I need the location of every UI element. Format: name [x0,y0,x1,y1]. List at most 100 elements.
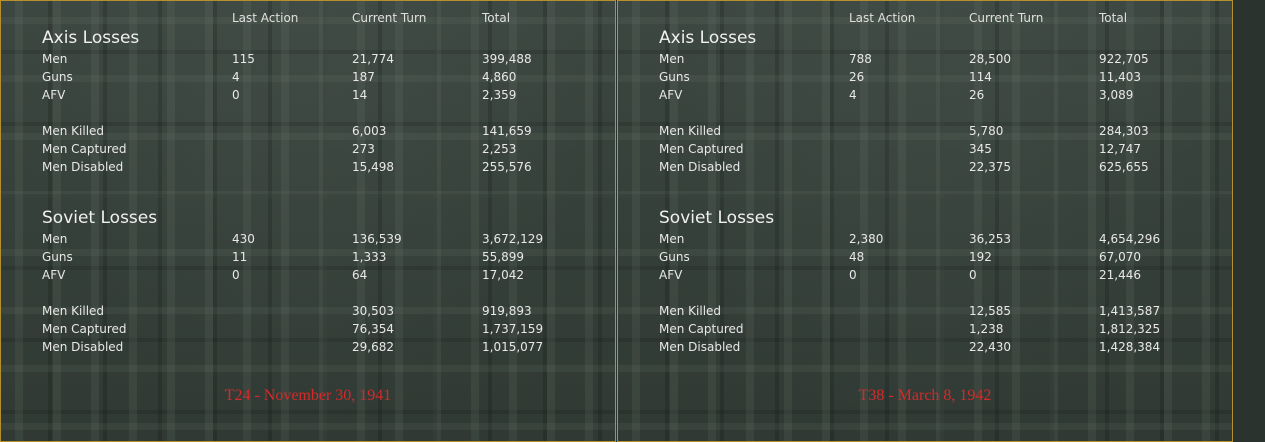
turn-date-label: T24 - November 30, 1941 [224,387,392,404]
total-value: 55,899 [482,250,524,264]
current-turn-value: 192 [969,250,992,264]
current-turn-value: 26 [969,88,985,102]
column-header-turn: Current Turn [969,11,1044,25]
losses-panel-turn-38: Last Action Current Turn Total Axis Losses M… [617,0,1233,442]
last-action-value: 430 [232,232,255,246]
total-value: 399,488 [482,52,532,66]
total-value: 1,428,384 [1099,340,1161,354]
current-turn-value: 1,238 [969,322,1004,336]
row-label: Men Captured [659,142,744,156]
current-turn-value: 12,585 [969,304,1011,318]
row-label: AFV [659,268,683,282]
total-value: 3,672,129 [482,232,544,246]
soviet-loss-row: Men 2,380 36,253 4,654,296 [618,230,1232,248]
total-value: 141,659 [482,124,532,138]
current-turn-value: 22,430 [969,340,1011,354]
total-value: 4,654,296 [1099,232,1161,246]
total-value: 67,070 [1099,250,1141,264]
last-action-value: 4 [232,70,240,84]
axis-loss-row: Men Killed 5,780 284,303 [618,122,1232,140]
axis-loss-row: Men Disabled 22,375 625,655 [618,158,1232,176]
row-label: Men Disabled [42,160,124,174]
soviet-loss-row: Men 430 136,539 3,672,129 [1,230,615,248]
current-turn-value: 6,003 [352,124,387,138]
soviet-losses-title: Soviet Losses [659,208,775,228]
row-label: Men Killed [659,124,722,138]
current-turn-value: 64 [352,268,368,282]
current-turn-value: 187 [352,70,375,84]
row-label: Guns [42,250,73,264]
last-action-value: 26 [849,70,865,84]
column-header-total: Total [1099,11,1128,25]
soviet-loss-row: Men Disabled 22,430 1,428,384 [618,338,1232,356]
current-turn-value: 36,253 [969,232,1011,246]
current-turn-value: 22,375 [969,160,1011,174]
last-action-value: 2,380 [849,232,884,246]
row-label: Men Killed [42,304,105,318]
current-turn-value: 29,682 [352,340,394,354]
row-label: Men Captured [659,322,744,336]
axis-losses-title: Axis Losses [42,28,140,48]
row-label: AFV [42,88,66,102]
total-value: 1,413,587 [1099,304,1161,318]
column-header-total: Total [482,11,511,25]
current-turn-value: 1,333 [352,250,387,264]
axis-loss-row: Men 115 21,774 399,488 [1,50,615,68]
total-value: 4,860 [482,70,517,84]
row-label: AFV [42,268,66,282]
current-turn-value: 273 [352,142,375,156]
last-action-value: 0 [232,268,240,282]
row-label: AFV [659,88,683,102]
total-value: 21,446 [1099,268,1141,282]
last-action-value: 115 [232,52,255,66]
current-turn-value: 5,780 [969,124,1004,138]
axis-loss-row: Guns 4 187 4,860 [1,68,615,86]
column-header-last: Last Action [232,11,299,25]
soviet-loss-row: Men Captured 1,238 1,812,325 [618,320,1232,338]
row-label: Guns [659,250,690,264]
current-turn-value: 15,498 [352,160,394,174]
last-action-value: 11 [232,250,248,264]
current-turn-value: 21,774 [352,52,394,66]
last-action-value: 0 [849,268,857,282]
row-label: Men [42,232,68,246]
row-label: Men [42,52,68,66]
axis-losses-title: Axis Losses [659,28,757,48]
total-value: 1,015,077 [482,340,544,354]
soviet-loss-row: Men Captured 76,354 1,737,159 [1,320,615,338]
row-label: Men [659,232,685,246]
total-value: 17,042 [482,268,524,282]
total-value: 1,737,159 [482,322,544,336]
last-action-value: 0 [232,88,240,102]
row-label: Men Killed [659,304,722,318]
total-value: 12,747 [1099,142,1141,156]
total-value: 1,812,325 [1099,322,1161,336]
total-value: 919,893 [482,304,532,318]
axis-loss-row: Men Killed 6,003 141,659 [1,122,615,140]
axis-loss-row: AFV 4 26 3,089 [618,86,1232,104]
losses-panel-turn-24: Last Action Current Turn Total Axis Losses M… [0,0,616,442]
current-turn-value: 114 [969,70,992,84]
soviet-losses-title: Soviet Losses [42,208,158,228]
last-action-value: 4 [849,88,857,102]
soviet-loss-row: Men Disabled 29,682 1,015,077 [1,338,615,356]
current-turn-value: 0 [969,268,977,282]
row-label: Men Captured [42,142,127,156]
row-label: Men [659,52,685,66]
axis-loss-row: Men Captured 273 2,253 [1,140,615,158]
soviet-loss-row: Guns 11 1,333 55,899 [1,248,615,266]
total-value: 11,403 [1099,70,1141,84]
turn-date-label: T38 - March 8, 1942 [858,387,992,404]
column-header-last: Last Action [849,11,916,25]
axis-loss-row: Men Disabled 15,498 255,576 [1,158,615,176]
soviet-loss-row: AFV 0 64 17,042 [1,266,615,284]
row-label: Men Disabled [42,340,124,354]
axis-loss-row: AFV 0 14 2,359 [1,86,615,104]
total-value: 922,705 [1099,52,1149,66]
current-turn-value: 345 [969,142,992,156]
last-action-value: 788 [849,52,872,66]
total-value: 3,089 [1099,88,1134,102]
total-value: 284,303 [1099,124,1149,138]
current-turn-value: 28,500 [969,52,1011,66]
